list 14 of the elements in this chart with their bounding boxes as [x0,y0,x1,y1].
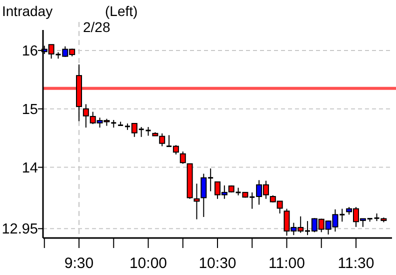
x-tick-label: 10:30 [198,255,236,272]
annotation: 2/28 [83,19,110,35]
text: Intraday [2,3,53,19]
x-tick-label: 10:00 [129,255,168,272]
x-tick-label: 11:00 [268,255,305,272]
text: (Left) [105,3,138,19]
x-tick-label: 11:30 [338,255,374,272]
x-tick-label: 9:30 [64,255,94,272]
candlestick [180,151,186,164]
candlestick [194,183,200,220]
y-tick-label: 12.95 [2,222,38,238]
y-tick-label: 15 [22,102,38,118]
y-tick-label: 14 [22,160,38,176]
y-tick-label: 16 [22,43,38,60]
